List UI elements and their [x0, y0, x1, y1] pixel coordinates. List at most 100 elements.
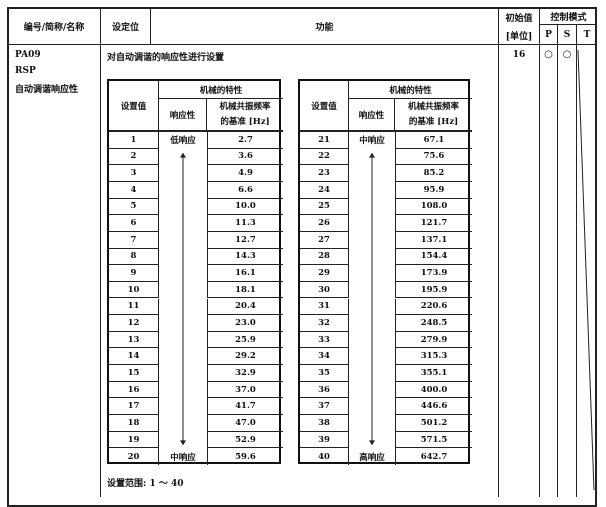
frequency-cell: 501.2: [395, 415, 472, 432]
header-function: 功能: [315, 22, 334, 33]
header-frequency-line: 的基准 [Hz]: [408, 117, 459, 127]
setting-value-cell: 4: [109, 181, 159, 199]
setting-value-cell: 25: [300, 198, 349, 216]
setting-value-cell: 32: [300, 315, 349, 332]
setting-range: 设置范围: 1 ～ 40: [107, 479, 184, 489]
setting-value-cell: 33: [300, 331, 349, 349]
frequency-cell: 137.1: [395, 231, 472, 249]
param-code: PA09: [15, 50, 41, 60]
setting-value-cell: 40: [300, 448, 349, 465]
param-name: 自动调谐响应性: [15, 85, 79, 95]
header-mode-p: P: [545, 29, 552, 40]
frequency-cell: 4.9: [207, 165, 283, 182]
setting-value-cell: 29: [300, 265, 349, 282]
setting-value-cell: 27: [300, 231, 349, 249]
header-divider: [300, 130, 472, 132]
header-initial: 初始值: [505, 13, 533, 24]
setting-value-cell: 6: [109, 215, 159, 232]
frequency-cell: 6.6: [207, 181, 283, 199]
frequency-cell: 2.7: [207, 132, 283, 149]
setting-value-cell: 26: [300, 215, 349, 232]
frequency-cell: 3.6: [207, 148, 283, 166]
frequency-cell: 173.9: [395, 265, 472, 282]
col-divider: [100, 7, 101, 497]
frequency-cell: 59.6: [207, 448, 283, 465]
header-setting-value: 设置值: [109, 81, 159, 131]
header-divider: [7, 44, 597, 45]
frequency-cell: 571.5: [395, 431, 472, 449]
left-table: 设置值 机械的特性 响应性 机械共振频率 的基准 [Hz] 1 2.7 2 3.6 3 4.9 4 6.…: [107, 79, 283, 465]
frequency-cell: 121.7: [395, 215, 472, 232]
header-mode-t: T: [583, 29, 591, 40]
initial-value: 16: [512, 50, 526, 60]
setting-value-cell: 31: [300, 298, 349, 316]
setting-value-cell: 21: [300, 132, 349, 149]
setting-value-cell: 9: [109, 265, 159, 282]
frequency-cell: 47.0: [207, 415, 283, 432]
frequency-cell: 85.2: [395, 165, 472, 182]
mode-divider: [539, 24, 597, 25]
frequency-cell: 95.9: [395, 181, 472, 199]
setting-value-cell: 37: [300, 398, 349, 416]
frequency-cell: 75.6: [395, 148, 472, 166]
frequency-cell: 32.9: [207, 365, 283, 382]
setting-value-cell: 30: [300, 281, 349, 299]
frequency-cell: 20.4: [207, 298, 283, 316]
frequency-cell: 18.1: [207, 281, 283, 299]
header-mode-s: S: [563, 29, 571, 40]
setting-value-cell: 12: [109, 315, 159, 332]
header-mode: 控制模式: [550, 12, 587, 23]
setting-value-cell: 19: [109, 431, 159, 449]
header-machine-characteristics: 机械的特性: [349, 81, 472, 99]
setting-value-cell: 15: [109, 365, 159, 382]
response-arrow-icon: [369, 152, 375, 446]
header-setting: 设定位: [111, 22, 139, 33]
frequency-cell: 355.1: [395, 365, 472, 382]
frequency-cell: 67.1: [395, 132, 472, 149]
col-divider: [576, 24, 577, 497]
frequency-cell: 642.7: [395, 448, 472, 465]
setting-value-cell: 22: [300, 148, 349, 166]
setting-value-cell: 18: [109, 415, 159, 432]
frequency-cell: 446.6: [395, 398, 472, 416]
header-frequency-line: 的基准 [Hz]: [220, 117, 270, 127]
setting-value-cell: 13: [109, 331, 159, 349]
frequency-cell: 23.0: [207, 315, 283, 332]
setting-value-cell: 8: [109, 248, 159, 266]
setting-value-cell: 7: [109, 231, 159, 249]
frequency-cell: 315.3: [395, 348, 472, 366]
setting-value-cell: 17: [109, 398, 159, 416]
header-frequency-line: 机械共振频率: [407, 102, 459, 112]
header-unit: [单位]: [505, 31, 533, 42]
response-top-label: 低响应: [170, 136, 196, 147]
setting-value-cell: 5: [109, 198, 159, 216]
response-bottom-label: 中响应: [170, 452, 196, 463]
frequency-cell: 400.0: [395, 381, 472, 399]
frequency-cell: 25.9: [207, 331, 283, 349]
mode-p-circle-icon: ○: [544, 48, 553, 60]
frequency-cell: 14.3: [207, 248, 283, 266]
frequency-cell: 41.7: [207, 398, 283, 416]
setting-value-cell: 1: [109, 132, 159, 149]
setting-value-cell: 34: [300, 348, 349, 366]
frequency-cell: 279.9: [395, 331, 472, 349]
header-frequency-line: 机械共振频率: [219, 102, 271, 112]
col-divider: [557, 24, 558, 497]
frequency-cell: 16.1: [207, 265, 283, 282]
col-divider: [498, 7, 499, 497]
frequency-cell: 154.4: [395, 248, 472, 266]
header-frequency: 机械共振频率 的基准 [Hz]: [207, 99, 283, 131]
setting-value-cell: 28: [300, 248, 349, 266]
param-description: 对自动调谐的响应性进行设置: [107, 53, 225, 63]
setting-value-cell: 36: [300, 381, 349, 399]
response-top-label: 中响应: [359, 136, 385, 147]
diagonal-line: [577, 49, 595, 491]
frequency-cell: 11.3: [207, 215, 283, 232]
mode-s-circle-icon: ○: [562, 48, 572, 60]
header-response: 响应性: [349, 99, 395, 131]
frequency-cell: 12.7: [207, 231, 283, 249]
setting-value-cell: 38: [300, 415, 349, 432]
setting-value-cell: 2: [109, 148, 159, 166]
setting-value-cell: 10: [109, 281, 159, 299]
setting-value-cell: 20: [109, 448, 159, 465]
